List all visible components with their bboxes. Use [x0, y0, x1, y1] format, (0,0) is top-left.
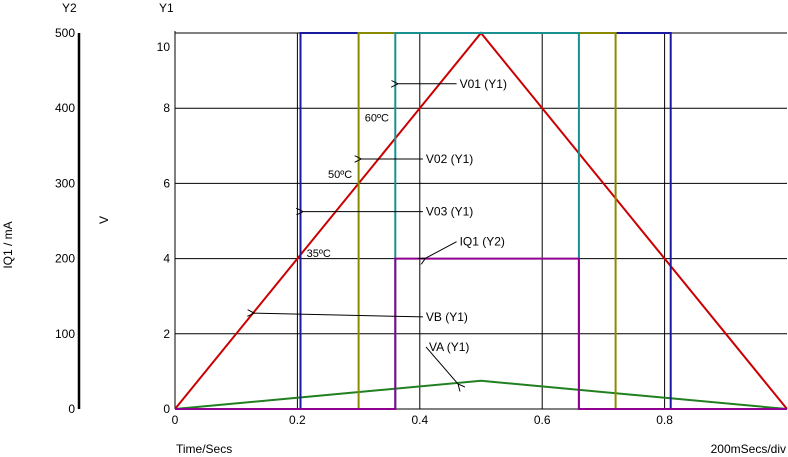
x-axis-label: Time/Secs: [176, 442, 232, 456]
annotation-arrow: [254, 313, 423, 318]
y1-tick-label: 8: [163, 101, 170, 115]
y1-tick-label: 6: [163, 176, 170, 190]
annotation-label: IQ1 (Y2): [460, 235, 505, 249]
x-tick-label: 0.6: [534, 413, 551, 427]
x-tick-label: 0.8: [656, 413, 673, 427]
y2-tick-label: 0: [68, 402, 75, 416]
series-iq1-y2: [175, 257, 787, 410]
annotation-label: V01 (Y1): [460, 77, 507, 91]
temperature-label: 50ºC: [328, 169, 352, 181]
series-layer: [174, 31, 788, 410]
y2-tick-label: 100: [55, 327, 75, 341]
annotation-layer: 35ºC 50ºC 60ºC V01 (Y1) V02 (Y1) V03 (Y1) IQ1 …: [254, 77, 507, 385]
annotation-arrow: [425, 346, 459, 385]
x-scale-label: 200mSecs/div: [711, 442, 786, 456]
y1-tick-label: 10: [157, 40, 171, 54]
x-tick-label: 0.2: [289, 413, 306, 427]
y1-tick-label: 0: [163, 402, 170, 416]
y2-tick-label: 200: [55, 252, 75, 266]
y2-tick-label: 300: [55, 176, 75, 190]
y2-tick-label: 400: [55, 101, 75, 115]
x-tick-label: 0.4: [411, 413, 428, 427]
annotation-label: VB (Y1): [426, 310, 468, 324]
annotation-label: V03 (Y1): [426, 205, 473, 219]
annotation-arrow: [425, 241, 457, 259]
series-va-y1: [174, 379, 788, 410]
y2-axis-label: IQ1 / mA: [1, 221, 15, 268]
y1-tick-label: 2: [163, 327, 170, 341]
temperature-label: 35ºC: [307, 248, 331, 260]
y1-axis-name: Y1: [159, 1, 174, 15]
x-tick-label: 0: [172, 413, 179, 427]
temperature-label: 60ºC: [365, 113, 389, 125]
annotation-label: V02 (Y1): [426, 152, 473, 166]
y2-axis-name: Y2: [62, 1, 77, 15]
y1-tick-label: 4: [163, 252, 170, 266]
y1-axis-label: V: [97, 216, 111, 224]
annotation-label: VA (Y1): [429, 340, 469, 354]
y2-tick-label: 500: [55, 26, 75, 40]
